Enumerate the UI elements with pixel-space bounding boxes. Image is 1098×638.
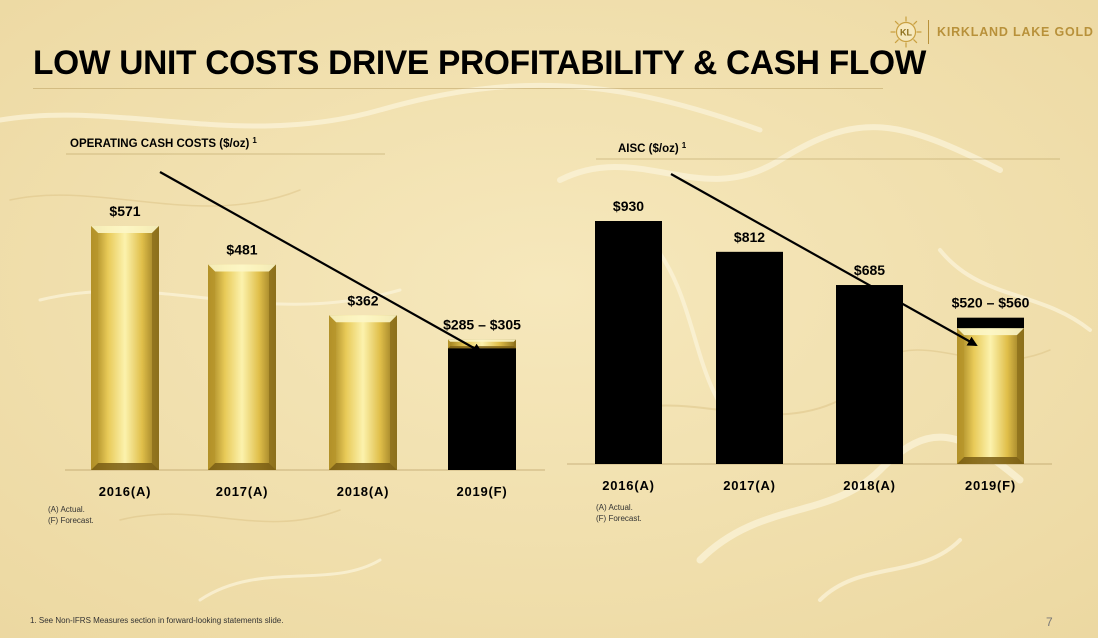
logo-divider [928, 20, 929, 44]
bar-2018(A) [329, 315, 397, 470]
svg-text:KL: KL [900, 28, 912, 38]
footnote: 1. See Non-IFRS Measures section in forw… [30, 616, 284, 625]
legend-note: (F) Forecast. [596, 514, 642, 523]
legend-note: (F) Forecast. [48, 516, 94, 525]
bar-2016(A) [595, 221, 662, 464]
category-label: 2018(A) [843, 478, 896, 493]
value-label: $520 – $560 [952, 295, 1030, 311]
value-label: $362 [347, 292, 378, 308]
page-number: 7 [1046, 615, 1053, 629]
page-title: LOW UNIT COSTS DRIVE PROFITABILITY & CAS… [33, 44, 927, 82]
bar-2019(F)-base [448, 339, 516, 470]
bar-2019(F)-range [957, 317, 1024, 329]
chart-title: OPERATING CASH COSTS ($/oz) 1 [70, 136, 257, 150]
trend-arrow [670, 173, 978, 346]
category-label: 2019(F) [456, 484, 507, 499]
value-label: $481 [226, 241, 257, 257]
category-label: 2019(F) [965, 478, 1016, 493]
bar-2016(A) [91, 226, 159, 470]
legend-note: (A) Actual. [48, 505, 85, 514]
value-label: $571 [109, 203, 140, 219]
title-divider [33, 88, 883, 89]
bar-2017(A) [208, 264, 276, 470]
chart-title-footnote-mark: 1 [252, 136, 257, 145]
value-label: $812 [734, 229, 765, 245]
company-logo: KL KIRKLAND LAKE GOLD [890, 16, 1094, 48]
value-label: $285 – $305 [443, 317, 521, 333]
category-label: 2017(A) [723, 478, 776, 493]
category-label: 2018(A) [337, 484, 390, 499]
value-label: $685 [854, 262, 885, 278]
category-label: 2016(A) [99, 484, 152, 499]
trend-arrow [159, 171, 483, 353]
kl-logo-icon: KL [890, 16, 922, 48]
bar-2017(A) [716, 251, 783, 464]
logo-text: KIRKLAND LAKE GOLD [937, 25, 1094, 39]
bar-2018(A) [836, 285, 903, 464]
value-label: $930 [613, 198, 644, 214]
bar-2019(F)-range [448, 339, 516, 349]
chart-title: AISC ($/oz) 1 [618, 141, 687, 155]
category-label: 2016(A) [602, 478, 655, 493]
category-label: 2017(A) [216, 484, 269, 499]
bar-2019(F)-base [957, 328, 1024, 464]
legend-note: (A) Actual. [596, 503, 633, 512]
chart-title-footnote-mark: 1 [682, 141, 687, 150]
